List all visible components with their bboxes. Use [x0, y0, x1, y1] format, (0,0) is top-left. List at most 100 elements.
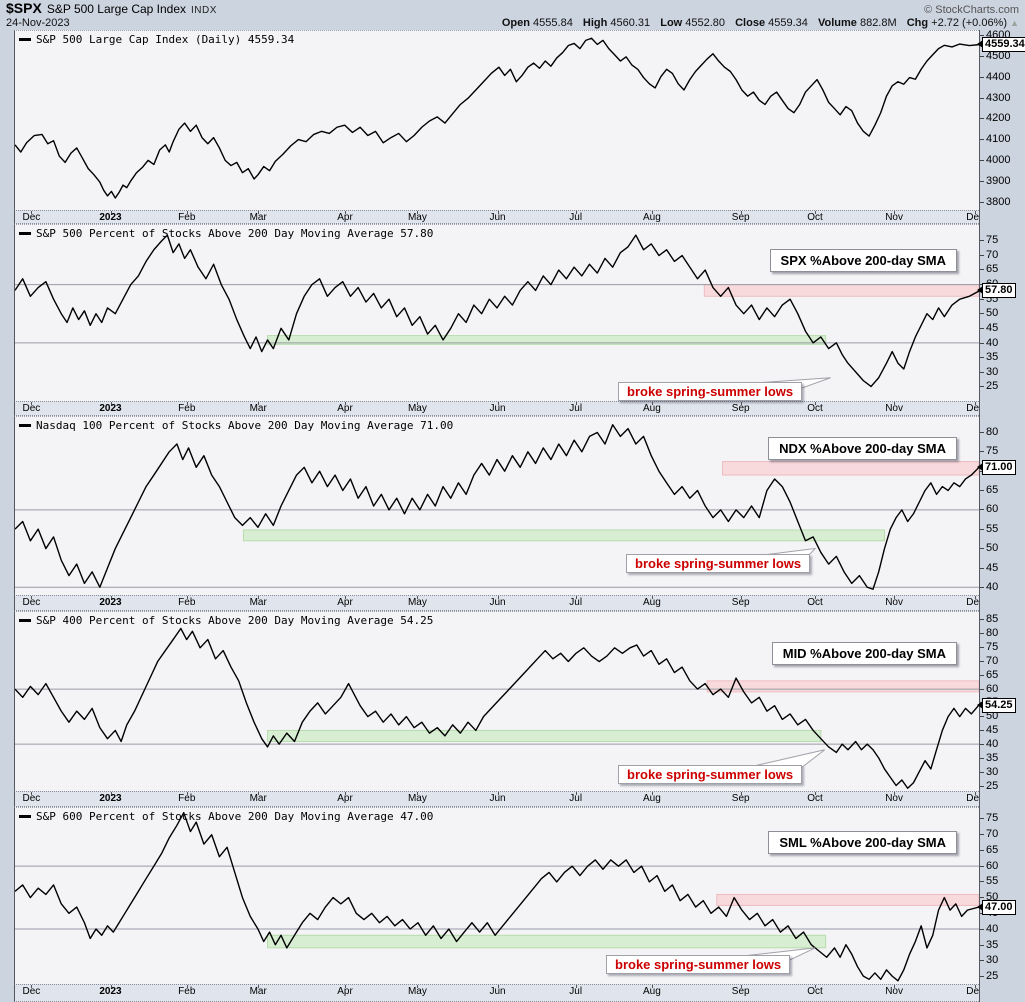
panel-legend: S&P 500 Large Cap Index (Daily) 4559.34 [19, 33, 294, 46]
y-tick-label: 25 [986, 779, 999, 792]
x-label: 2023 [99, 597, 122, 608]
x-label: Mar [249, 597, 267, 608]
line-swatch-icon [19, 815, 31, 818]
x-tick [186, 985, 188, 988]
x-axis-row: Dec 2023 Feb Mar Apr May Jun Jul Aug Sep Oct Nov Dec [0, 595, 1025, 611]
resistance-band [716, 893, 979, 906]
x-label: Nov [885, 212, 903, 223]
x-label: Jun [489, 212, 506, 223]
axis-spacer [979, 984, 1025, 1002]
y-tick [980, 619, 984, 621]
line-swatch-icon [19, 38, 31, 41]
x-tick [497, 792, 499, 795]
y-tick [980, 716, 984, 718]
y-tick-label: 80 [986, 425, 999, 438]
x-tick [345, 596, 346, 599]
symbol-title: $SPX S&P 500 Large Cap Index INDX [6, 0, 217, 17]
panel-legend: S&P 600 Percent of Stocks Above 200 Day … [19, 810, 433, 823]
x-tick [186, 596, 188, 599]
quote-chg-label: Chg [906, 17, 929, 29]
y-tick-label: 75 [986, 641, 999, 653]
left-gutter [0, 401, 14, 416]
y-tick-label: 4000 [986, 154, 1011, 167]
quote-high-label: High [582, 17, 608, 29]
axis-spacer [979, 210, 1025, 224]
quote-volume-label: Volume [817, 17, 857, 29]
quote-low-label: Low [660, 17, 683, 29]
y-axis-mid-percent-above-200: 2530354045505560657075808554.25 [977, 611, 1025, 792]
copyright: © StockCharts.com [924, 4, 1019, 16]
y-tick [980, 76, 984, 78]
y-tick [980, 509, 984, 511]
x-tick [894, 211, 896, 214]
y-tick [980, 881, 984, 883]
y-tick-label: 45 [986, 561, 999, 574]
y-tick [980, 160, 984, 162]
y-tick-label: 30 [986, 954, 999, 967]
y-tick [980, 567, 984, 569]
x-label: Aug [642, 793, 661, 804]
y-tick [980, 180, 984, 182]
x-label: Nov [885, 597, 903, 608]
y-tick [980, 240, 984, 242]
x-axis-strip: Dec 2023 Feb Mar Apr May Jun Jul Aug Sep Oct Nov Dec [14, 984, 979, 1002]
x-tick [651, 596, 653, 599]
change-up-icon: ▲ [1010, 18, 1019, 28]
panel-title: S&P 400 Percent of Stocks Above 200 Day … [36, 614, 434, 627]
symbol: $SPX [6, 0, 42, 16]
quote-close-value: 4559.34 [768, 17, 808, 29]
resistance-band [703, 284, 979, 297]
x-label: Jun [489, 403, 506, 414]
panel-legend: S&P 400 Percent of Stocks Above 200 Day … [19, 614, 433, 627]
panel-title: S&P 600 Percent of Stocks Above 200 Day … [36, 810, 434, 823]
x-tick [258, 792, 260, 795]
y-tick-label: 4400 [986, 70, 1011, 83]
price-line [15, 424, 979, 590]
y-tick-label: 50 [986, 542, 999, 555]
x-tick [894, 596, 896, 599]
x-tick [345, 985, 346, 988]
chart-canvas-sml-percent-above-200 [15, 811, 979, 982]
x-tick [417, 596, 419, 599]
x-label: Feb [178, 403, 196, 414]
y-tick [980, 633, 984, 635]
x-label: Jun [489, 986, 506, 997]
x-tick [575, 792, 577, 795]
broke-lows-callout: broke spring-summer lows [618, 382, 803, 401]
x-label: Dec [22, 212, 41, 223]
y-tick [980, 660, 984, 662]
plot-ndx-percent-above-200: Nasdaq 100 Percent of Stocks Above 200 D… [14, 416, 979, 595]
x-tick [975, 211, 977, 214]
y-tick-label: 4500 [986, 50, 1011, 62]
x-axis-strip: Dec 2023 Feb Mar Apr May Jun Jul Aug Sep Oct Nov Dec [14, 791, 979, 807]
x-tick [894, 792, 896, 795]
x-tick [258, 402, 260, 405]
x-label: Mar [249, 986, 267, 997]
x-tick [497, 596, 499, 599]
y-tick [980, 327, 984, 329]
panel-title: S&P 500 Percent of Stocks Above 200 Day … [36, 227, 434, 240]
x-tick [740, 402, 742, 405]
x-label: Dec [966, 212, 979, 223]
y-tick [980, 865, 984, 867]
y-tick-label: 45 [986, 321, 999, 334]
price-line [15, 234, 979, 388]
y-tick-label: 70 [986, 248, 999, 261]
y-tick [980, 548, 984, 550]
panel-row-spx-percent-above-200: S&P 500 Percent of Stocks Above 200 Day … [0, 224, 1025, 401]
price-line [15, 627, 979, 789]
axis-spacer [979, 401, 1025, 416]
y-axis-spx-price: 3800 3900 4000 4100 4200 4300 4400 4500 4600 4559… [977, 29, 1025, 210]
y-tick-label: 65 [986, 668, 999, 681]
x-label: Feb [178, 212, 196, 223]
y-tick [980, 386, 984, 388]
y-tick-label: 4300 [986, 91, 1011, 104]
x-label: Mar [249, 793, 267, 804]
x-axis-row: Dec 2023 Feb Mar Apr May Jun Jul Aug Sep Oct Nov Dec [0, 791, 1025, 807]
y-tick-label: 60 [986, 503, 999, 516]
last-value-tag: 71.00 [977, 459, 1016, 475]
x-tick [186, 211, 188, 214]
x-label: Dec [22, 793, 41, 804]
y-tick-label: 40 [986, 336, 999, 349]
price-line [15, 37, 979, 199]
